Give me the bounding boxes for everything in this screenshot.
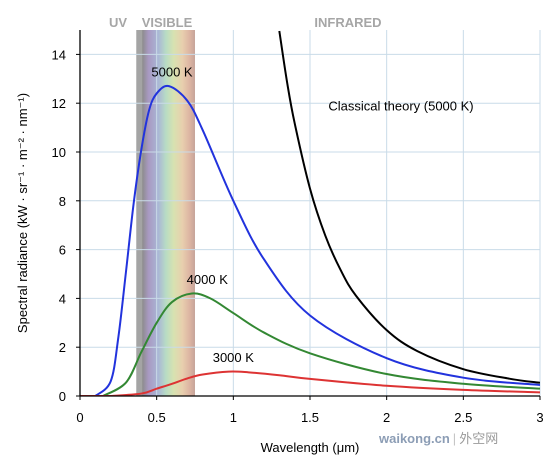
region-label-infrared: INFRARED <box>314 15 381 30</box>
grid <box>80 30 541 396</box>
uv-band <box>136 30 145 396</box>
x-tick-label: 2.5 <box>454 410 472 425</box>
axes <box>76 30 541 400</box>
x-tick-label: 2 <box>383 410 390 425</box>
y-tick-labels: 0 2 4 6 8 10 12 14 <box>52 47 66 404</box>
region-label-uv: UV <box>109 15 127 30</box>
x-tick-label: 1 <box>230 410 237 425</box>
series-3000k-curve <box>80 370 540 396</box>
y-tick-label: 10 <box>52 145 66 160</box>
x-tick-label: 1.5 <box>301 410 319 425</box>
x-tick-labels: 0 0.5 1 1.5 2 2.5 3 <box>76 410 543 425</box>
y-tick-label: 12 <box>52 96 66 111</box>
x-tick-label: 0.5 <box>148 410 166 425</box>
y-tick-label: 14 <box>52 47 66 62</box>
y-tick-label: 2 <box>59 340 66 355</box>
x-tick-label: 3 <box>536 410 543 425</box>
series-5000k-curve <box>80 84 540 396</box>
x-axis-label: Wavelength (μm) <box>261 440 360 455</box>
y-tick-label: 6 <box>59 243 66 258</box>
x-tick-label: 0 <box>76 410 83 425</box>
y-tick-label: 4 <box>59 291 66 306</box>
region-label-visible: VISIBLE <box>142 15 193 30</box>
watermark: waikong.cn | 外空网 <box>379 428 498 447</box>
y-tick-label: 0 <box>59 389 66 404</box>
label-3000k: 3000 K <box>213 350 255 365</box>
curves <box>80 30 540 396</box>
watermark-separator: | <box>452 431 457 446</box>
y-tick-label: 8 <box>59 194 66 209</box>
label-5000k: 5000 K <box>151 64 193 79</box>
series-4000k-curve <box>80 292 540 396</box>
watermark-brand: waikong.cn <box>379 431 450 446</box>
classical-theory-curve <box>278 30 540 384</box>
annotations: 5000 K 4000 K 3000 K Classical theory (5000… <box>151 64 473 364</box>
visible-spectrum-band <box>142 30 195 396</box>
region-labels: UV VISIBLE INFRARED <box>109 15 382 30</box>
label-classical-theory: Classical theory (5000 K) <box>328 99 473 114</box>
y-axis-label: Spectral radiance (kW · sr⁻¹ · m⁻² · nm⁻… <box>15 93 30 333</box>
label-4000k: 4000 K <box>187 272 229 287</box>
watermark-site: 外空网 <box>459 431 499 446</box>
